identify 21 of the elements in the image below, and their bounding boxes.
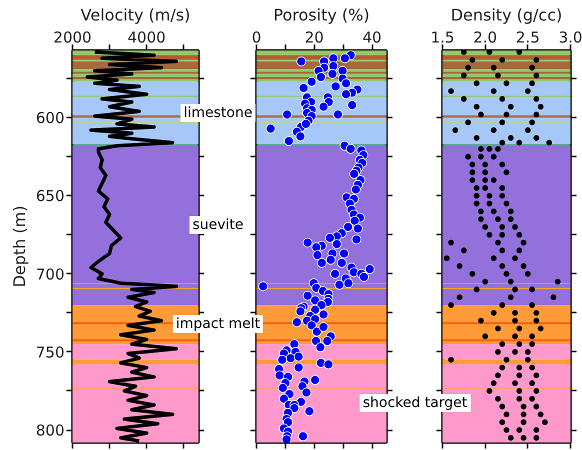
y-tick-label: 750 [36,343,65,362]
x-tick-label: 2.0 [473,28,498,46]
y-tick-label: 650 [36,187,65,206]
x-tick-label: 2.5 [516,28,540,46]
x-tick-label: 0 [252,28,262,46]
x-tick-label: 3.0 [558,28,582,46]
x-tick-label: 20 [304,28,324,46]
band-label: shocked target [360,394,470,412]
y-tick-label: 600 [36,109,65,128]
x-tick-label: 2000 [53,28,92,46]
y-tick-label: 800 [36,422,65,440]
x-axis-title: Density (g/cc) [450,6,562,24]
band-label: impact melt [172,315,264,334]
x-tick-label: 1.5 [430,28,454,46]
x-tick-label: 4000 [128,28,166,46]
band-label: limestone [180,104,256,122]
x-axis-title: Porosity (%) [273,6,370,24]
x-axis-title: Velocity (m/s) [80,6,190,24]
y-axis-title: Depth (m) [10,206,29,288]
y-tick-label: 700 [36,265,65,284]
x-tick-label: 40 [362,28,382,46]
